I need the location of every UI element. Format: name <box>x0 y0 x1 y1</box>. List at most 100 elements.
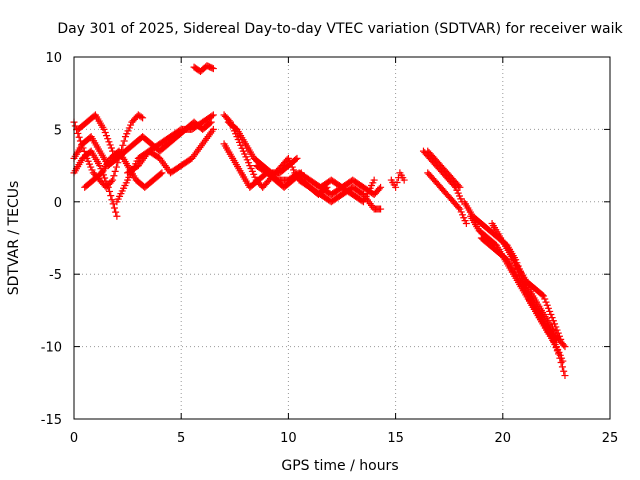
data-point <box>556 354 564 362</box>
satellite-track-12 <box>252 162 385 199</box>
data-point <box>525 296 533 304</box>
data-point <box>560 341 568 349</box>
satellite-track-16 <box>419 147 466 206</box>
data-point <box>455 204 463 212</box>
data-point <box>551 341 559 349</box>
data-point <box>108 196 116 204</box>
data-points <box>70 62 569 380</box>
data-point <box>553 326 561 334</box>
satellite-track-23 <box>510 256 560 343</box>
data-point <box>139 114 147 122</box>
y-tick-label: 10 <box>45 51 62 66</box>
y-tick-label: 5 <box>54 123 62 138</box>
data-point <box>112 163 120 171</box>
data-point <box>119 141 127 149</box>
data-point <box>102 132 110 140</box>
data-point <box>521 284 529 292</box>
data-point <box>112 208 120 216</box>
data-point <box>101 129 109 137</box>
data-point <box>110 204 118 212</box>
x-tick-label: 25 <box>602 431 619 446</box>
data-point <box>99 171 107 179</box>
data-point <box>206 119 214 127</box>
data-point <box>208 112 216 120</box>
data-point <box>543 301 551 309</box>
plot-border <box>73 56 611 420</box>
data-point <box>71 122 79 130</box>
data-point <box>106 187 114 195</box>
data-point <box>370 176 378 184</box>
data-point <box>541 295 549 303</box>
data-point <box>109 147 117 155</box>
data-point <box>538 291 546 299</box>
data-point <box>555 350 563 358</box>
data-point <box>102 177 110 185</box>
data-point <box>513 265 521 273</box>
data-point <box>546 307 554 315</box>
data-point <box>106 141 114 149</box>
y-tick-label: -5 <box>49 268 62 283</box>
data-point <box>101 174 109 182</box>
chart-title: Day 301 of 2025, Sidereal Day-to-day VTE… <box>57 21 623 37</box>
satellite-track-17 <box>424 169 470 228</box>
data-point <box>553 347 561 355</box>
data-point <box>551 334 559 342</box>
data-point <box>558 363 566 371</box>
axis-ticks: 0 5 10 15 20 25 -15 -10 -5 0 5 10 <box>41 51 619 446</box>
y-tick-label: -15 <box>41 413 62 428</box>
data-point <box>560 367 568 375</box>
data-point <box>109 176 117 184</box>
data-point <box>548 314 556 322</box>
data-point <box>518 277 526 285</box>
satellite-track-8 <box>190 62 217 75</box>
data-point <box>552 323 560 331</box>
data-point <box>544 304 552 312</box>
data-point <box>107 144 115 152</box>
data-point <box>549 317 557 325</box>
data-point <box>514 268 522 276</box>
data-point <box>104 135 112 143</box>
data-point <box>209 111 217 119</box>
data-point <box>392 183 400 191</box>
satellite-track-21 <box>477 234 569 380</box>
satellite-track-22 <box>488 220 565 343</box>
data-point <box>293 154 301 162</box>
satellite-track-5 <box>74 111 117 155</box>
satellite-track-13 <box>295 176 385 213</box>
data-point <box>137 113 145 121</box>
satellite-track-14 <box>317 176 378 206</box>
data-point <box>98 168 106 176</box>
data-point <box>540 292 548 300</box>
data-point <box>97 165 105 173</box>
data-point <box>524 293 532 301</box>
data-point <box>561 372 569 380</box>
data-point <box>113 212 121 220</box>
data-point <box>375 185 383 193</box>
data-point <box>377 183 385 191</box>
data-point <box>109 200 117 208</box>
data-point <box>107 192 115 200</box>
data-point <box>104 183 112 191</box>
data-point <box>158 169 166 177</box>
data-point <box>209 65 217 73</box>
x-tick-label: 10 <box>280 431 297 446</box>
data-point <box>510 256 518 264</box>
data-point <box>517 274 525 282</box>
data-point <box>292 155 300 163</box>
data-point <box>105 138 113 146</box>
data-point <box>75 133 83 141</box>
data-point <box>455 182 463 190</box>
data-point <box>552 344 560 352</box>
satellite-track-15 <box>387 169 408 191</box>
data-point <box>522 287 530 295</box>
data-point <box>400 176 408 184</box>
data-point <box>462 220 470 228</box>
data-point <box>547 311 555 319</box>
x-tick-label: 0 <box>70 431 78 446</box>
satellite-track-18 <box>424 147 464 191</box>
data-point <box>100 125 108 133</box>
data-point <box>456 183 464 191</box>
x-axis-label: GPS time / hours <box>281 458 398 474</box>
data-point <box>551 320 559 328</box>
x-tick-label: 15 <box>387 431 404 446</box>
